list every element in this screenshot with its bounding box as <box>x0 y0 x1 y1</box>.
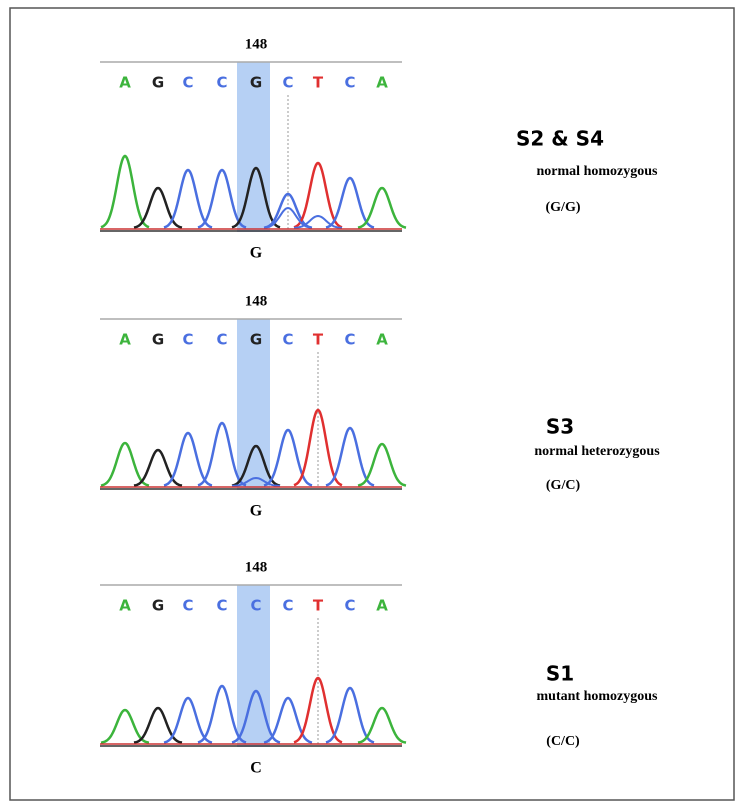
base-letter: C <box>344 74 355 92</box>
base-letter: A <box>376 74 388 92</box>
base-letter: A <box>119 331 131 349</box>
figure: 148AGCCGCTCAGS2 & S4normal homozygous(G/… <box>0 0 745 806</box>
genotype: (G/G) <box>546 200 581 215</box>
base-letter: G <box>152 331 164 349</box>
base-letter: C <box>344 597 355 615</box>
sample-label: S2 & S4 <box>516 127 604 151</box>
base-letter: C <box>250 597 261 615</box>
base-letter: A <box>376 331 388 349</box>
frame <box>10 8 734 800</box>
base-letter: C <box>182 74 193 92</box>
base-letter: C <box>216 331 227 349</box>
sample-label: S1 <box>546 662 574 686</box>
base-letter: C <box>282 597 293 615</box>
base-letter: A <box>119 74 131 92</box>
base-letter: G <box>250 331 262 349</box>
genotype-description: mutant homozygous <box>537 689 659 704</box>
position-label: 148 <box>245 36 268 52</box>
base-letter: C <box>282 331 293 349</box>
base-letter: G <box>250 74 262 92</box>
genotype-description: normal homozygous <box>537 164 659 179</box>
position-label: 148 <box>245 293 268 309</box>
base-letter: A <box>376 597 388 615</box>
base-letter: A <box>119 597 131 615</box>
base-letter: C <box>282 74 293 92</box>
genotype: (G/C) <box>546 478 581 493</box>
base-letter: G <box>152 74 164 92</box>
base-letter: T <box>313 74 324 92</box>
genotype-description: normal heterozygous <box>534 444 660 459</box>
base-call: C <box>250 760 262 777</box>
base-letter: T <box>313 331 324 349</box>
base-call: G <box>250 245 263 262</box>
sample-label: S3 <box>546 415 574 439</box>
base-letter: C <box>344 331 355 349</box>
base-letter: G <box>152 597 164 615</box>
base-letter: C <box>182 597 193 615</box>
base-call: G <box>250 503 263 520</box>
base-letter: C <box>216 74 227 92</box>
position-label: 148 <box>245 559 268 575</box>
base-letter: C <box>216 597 227 615</box>
base-letter: T <box>313 597 324 615</box>
genotype: (C/C) <box>546 734 580 749</box>
base-letter: C <box>182 331 193 349</box>
